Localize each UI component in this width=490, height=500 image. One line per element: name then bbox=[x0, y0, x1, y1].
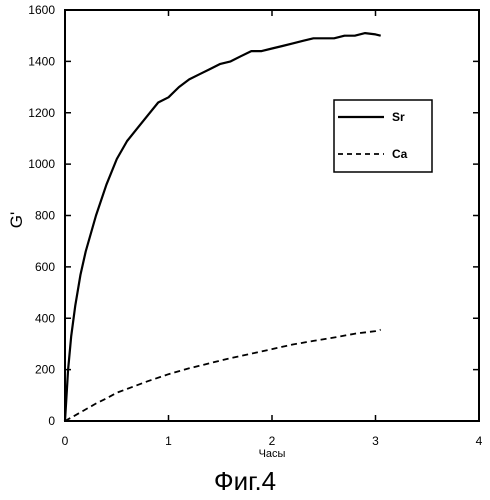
x-tick-label: 4 bbox=[476, 434, 483, 448]
legend-box bbox=[334, 100, 432, 172]
x-axis-label: Часы bbox=[259, 448, 286, 460]
y-tick-label: 800 bbox=[35, 209, 55, 223]
figure-caption: Фиг.4 bbox=[0, 466, 490, 497]
y-tick-label: 400 bbox=[35, 311, 55, 325]
y-tick-label: 0 bbox=[48, 414, 55, 428]
legend-label-sr: Sr bbox=[392, 110, 405, 124]
x-tick-label: 0 bbox=[62, 434, 69, 448]
y-tick-label: 1200 bbox=[28, 106, 55, 120]
series-line-sr bbox=[65, 33, 381, 421]
y-tick-label: 1000 bbox=[28, 157, 55, 171]
series-line-ca bbox=[65, 330, 381, 421]
x-tick-label: 3 bbox=[372, 434, 379, 448]
x-tick-label: 2 bbox=[269, 434, 276, 448]
legend: Sr Ca bbox=[334, 100, 432, 172]
y-tick-label: 600 bbox=[35, 260, 55, 274]
y-tick-label: 200 bbox=[35, 363, 55, 377]
y-tick-label: 1400 bbox=[28, 54, 55, 68]
x-tick-label: 1 bbox=[165, 434, 172, 448]
axis-ticks: 0 200 400 600 800 1000 1200 1400 1600 0 1 2 3 4 bbox=[28, 3, 482, 448]
y-axis-label: G' bbox=[7, 212, 26, 228]
y-tick-label: 1600 bbox=[28, 3, 55, 17]
plot-frame bbox=[65, 10, 479, 421]
series-layer bbox=[65, 33, 381, 421]
legend-label-ca: Ca bbox=[392, 147, 408, 161]
